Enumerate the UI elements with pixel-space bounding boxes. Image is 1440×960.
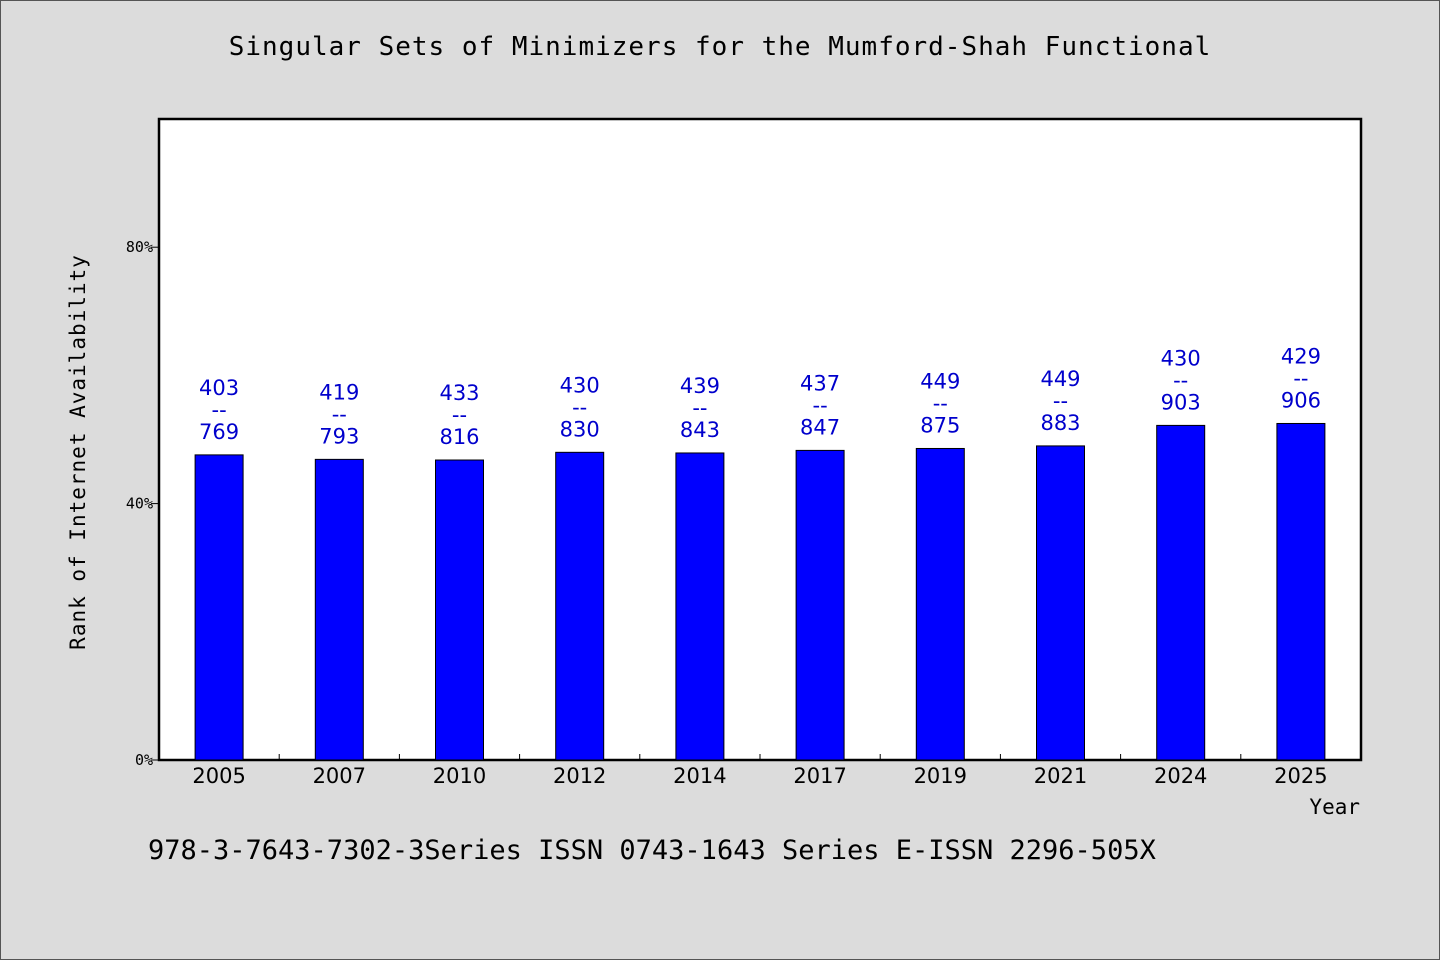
bar-label-2010: -- bbox=[452, 403, 467, 427]
bar-label-2024: -- bbox=[1173, 368, 1188, 392]
bar-label-2017: -- bbox=[813, 393, 828, 417]
x-tick-label: 2014 bbox=[673, 764, 726, 788]
y-tick-label: 80% bbox=[126, 238, 153, 256]
bar-label-2021: 449 bbox=[1040, 367, 1080, 391]
bar-label-2019: 875 bbox=[920, 413, 960, 437]
x-axis-ticks bbox=[278, 754, 1242, 760]
x-tick-label: 2025 bbox=[1274, 764, 1327, 788]
bar-2012 bbox=[555, 451, 605, 761]
x-tick-label: 2019 bbox=[914, 764, 967, 788]
bar-2007 bbox=[314, 458, 364, 761]
bar-label-2010: 816 bbox=[439, 425, 479, 449]
bar-label-2007: 793 bbox=[319, 424, 359, 448]
bar-label-2025: -- bbox=[1293, 366, 1308, 390]
x-tick-label: 2021 bbox=[1034, 764, 1087, 788]
bar-label-2024: 903 bbox=[1161, 390, 1201, 414]
bar-label-2005: 769 bbox=[199, 420, 239, 444]
bar-2021 bbox=[1036, 445, 1085, 761]
y-tick-label: 40% bbox=[126, 495, 153, 513]
y-tick-label: 0% bbox=[135, 751, 153, 769]
footer-text: 978-3-7643-7302-3Series ISSN 0743-1643 S… bbox=[148, 835, 1156, 866]
bar-labels: 403--769419--793433--816430--830439--843… bbox=[199, 344, 1321, 449]
chart-title: Singular Sets of Minimizers for the Mumf… bbox=[228, 32, 1212, 62]
bar-2014 bbox=[675, 452, 725, 761]
x-tick-label: 2005 bbox=[192, 764, 245, 788]
bar-label-2025: 906 bbox=[1281, 388, 1321, 412]
bar-label-2005: 403 bbox=[199, 376, 239, 400]
bar-2025 bbox=[1276, 422, 1326, 761]
bar-2005 bbox=[194, 454, 244, 761]
bar-label-2021: -- bbox=[1053, 389, 1068, 413]
x-tick-label: 2024 bbox=[1154, 764, 1207, 788]
bar-label-2014: 843 bbox=[680, 418, 720, 442]
x-tick-labels: 2005 2007 2010 2012 2014 2017 2019 2021 2024 2025 bbox=[192, 764, 1327, 788]
bar-label-2021: 883 bbox=[1040, 411, 1080, 435]
bar-label-2007: 419 bbox=[319, 380, 359, 404]
x-tick-label: 2007 bbox=[313, 764, 366, 788]
x-axis-label: Year bbox=[1309, 795, 1360, 819]
x-tick-label: 2012 bbox=[553, 764, 606, 788]
bars bbox=[194, 422, 1326, 761]
bar-2019 bbox=[915, 447, 965, 761]
bar-2010 bbox=[435, 459, 484, 761]
bar-label-2012: 830 bbox=[560, 417, 600, 441]
bar-label-2007: -- bbox=[332, 402, 347, 426]
bar-label-2024: 430 bbox=[1161, 346, 1201, 370]
bar-label-2014: -- bbox=[692, 396, 707, 420]
bar-2024 bbox=[1156, 424, 1206, 761]
y-tick-labels: 0% 40% 80% bbox=[126, 238, 153, 769]
bar-label-2017: 847 bbox=[800, 415, 840, 439]
bar-label-2019: -- bbox=[933, 391, 948, 415]
bar-label-2005: -- bbox=[212, 398, 227, 422]
y-axis-ticks bbox=[151, 246, 159, 761]
bar-label-2019: 449 bbox=[920, 369, 960, 393]
bar-2017 bbox=[795, 449, 845, 761]
bar-label-2012: -- bbox=[572, 395, 587, 419]
bar-label-2014: 439 bbox=[680, 374, 720, 398]
bar-label-2025: 429 bbox=[1281, 344, 1321, 368]
bar-label-2010: 433 bbox=[439, 381, 479, 405]
bar-label-2017: 437 bbox=[800, 371, 840, 395]
x-tick-label: 2017 bbox=[793, 764, 846, 788]
x-tick-label: 2010 bbox=[433, 764, 486, 788]
bar-label-2012: 430 bbox=[560, 373, 600, 397]
